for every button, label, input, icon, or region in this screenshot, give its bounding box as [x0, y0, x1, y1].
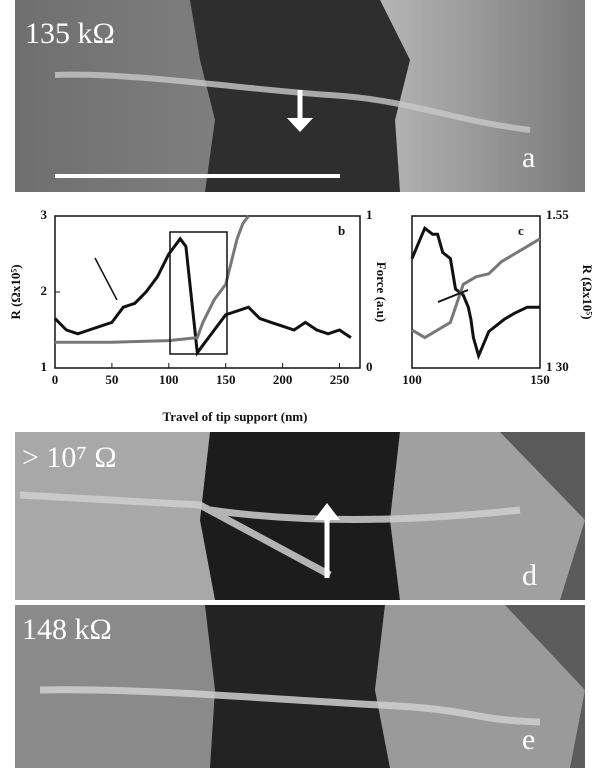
arrow	[94, 257, 118, 301]
y2-tick-label: 1	[366, 207, 373, 222]
data-line	[53, 236, 352, 357]
x-tick-label: 100	[159, 372, 179, 387]
x-tick-label: 200	[273, 372, 293, 387]
x-tick-label: 50	[105, 372, 118, 387]
x-tick-label: 0	[52, 372, 59, 387]
panel-letter: d	[522, 559, 537, 592]
panel-letter: b	[338, 223, 345, 238]
data-line	[55, 215, 250, 344]
panel-letter: c	[518, 223, 524, 238]
y2-tick-label: 1 30	[546, 359, 569, 374]
image-a: 135 kΩ a	[15, 0, 585, 192]
y2-tick-label: 1.55	[546, 207, 569, 222]
panel-caption: 148 kΩ	[22, 613, 112, 646]
image-d: > 10⁷ Ω d	[15, 432, 585, 600]
x-tick-label: 150	[530, 372, 550, 387]
y-tick-label: 1	[41, 359, 48, 374]
arrow	[437, 289, 469, 303]
data-line	[410, 225, 540, 361]
highlight-box	[169, 231, 228, 355]
panel-caption: 135 kΩ	[25, 17, 115, 50]
y2-axis-label: Force (a.u)	[374, 262, 389, 322]
image-e: 148 kΩ e	[15, 605, 585, 768]
panel-caption: > 10⁷ Ω	[22, 441, 117, 474]
x-tick-label: 100	[402, 372, 422, 387]
y-axis-label: R (Ωx10⁵)	[8, 264, 23, 319]
x-tick-label: 150	[216, 372, 236, 387]
data-line	[411, 237, 541, 340]
panel-letter: e	[522, 723, 535, 756]
y2-tick-label: 0	[366, 359, 373, 374]
y-tick-label: 2	[41, 283, 48, 298]
panel-letter: a	[522, 141, 535, 174]
x-axis-label: Travel of tip support (nm)	[163, 409, 308, 424]
y-tick-label: 3	[41, 207, 48, 222]
plot-area	[54, 215, 361, 369]
x-tick-label: 250	[330, 372, 350, 387]
y2-axis-label: R (Ωx10⁵)	[580, 264, 595, 319]
